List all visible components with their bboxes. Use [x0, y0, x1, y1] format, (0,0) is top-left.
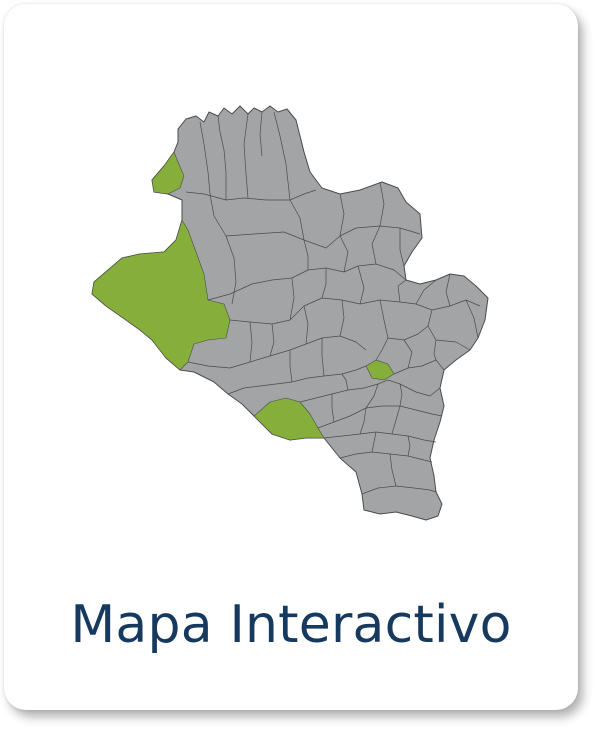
region-highlight-north[interactable]	[151, 151, 185, 195]
interactive-map-card[interactable]: Mapa Interactivo	[4, 4, 578, 710]
region-highlight-west[interactable]	[91, 219, 231, 371]
municipal-borders	[185, 111, 481, 495]
region-map[interactable]	[84, 99, 494, 529]
card-title: Mapa Interactivo	[70, 595, 512, 655]
